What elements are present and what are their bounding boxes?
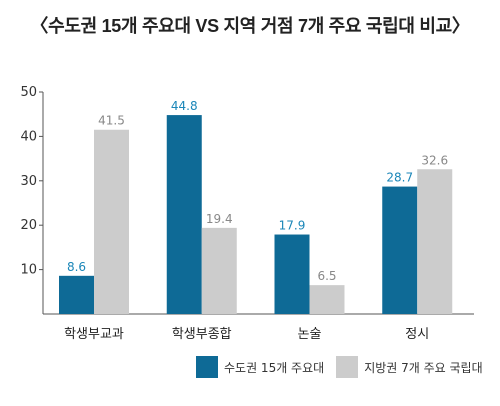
y-tick-group: 10 20 30 40 50: [20, 85, 43, 278]
legend-label-series-1: 수도권 15개 주요대: [224, 360, 325, 375]
bar-series-2: [417, 169, 453, 314]
bar-group: [59, 115, 453, 314]
y-tick-label: 20: [20, 218, 37, 233]
legend-swatch-series-2: [336, 356, 359, 378]
value-label: 8.6: [67, 260, 86, 274]
legend-label-series-2: 지방권 7개 주요 국립대: [364, 360, 483, 375]
bar-series-1: [166, 115, 202, 314]
legend: 수도권 15개 주요대 지방권 7개 주요 국립대: [196, 356, 495, 378]
legend-item-series-1: 수도권 15개 주요대: [196, 356, 324, 378]
bar-series-2: [94, 129, 129, 314]
value-label: 19.4: [206, 212, 233, 226]
value-label: 41.5: [98, 114, 125, 128]
value-label: 17.9: [279, 219, 306, 233]
bar-series-1: [274, 234, 310, 314]
value-label: 6.5: [317, 269, 336, 283]
x-tick-label: 정시: [405, 327, 429, 342]
chart-title: 〈수도권 15개 주요대 VS 지역 거점 7개 주요 국립대 비교〉: [30, 16, 470, 36]
x-tick-label: 학생부종합: [172, 327, 232, 342]
value-label: 28.7: [386, 171, 413, 185]
y-tick-label: 30: [20, 174, 37, 189]
bar-series-2: [309, 285, 345, 314]
bar-series-1: [382, 186, 418, 314]
x-tick-label: 논술: [298, 327, 322, 342]
value-label: 44.8: [171, 99, 198, 113]
y-tick-label: 10: [20, 263, 37, 278]
x-tick-label: 학생부교과: [64, 327, 124, 342]
value-label: 32.6: [421, 153, 448, 167]
y-tick-label: 50: [20, 85, 37, 100]
bar-series-2: [201, 227, 237, 314]
y-tick-label: 40: [20, 129, 37, 144]
bar-series-1: [59, 275, 94, 314]
value-label-group: 8.6 41.5 44.8 19.4 17.9 6.5 28.7 32.6: [67, 99, 448, 283]
legend-swatch-series-1: [196, 356, 218, 378]
x-label-group: 학생부교과 학생부종합 논술 정시: [64, 327, 429, 342]
legend-item-series-2: 지방권 7개 주요 국립대: [336, 356, 483, 378]
